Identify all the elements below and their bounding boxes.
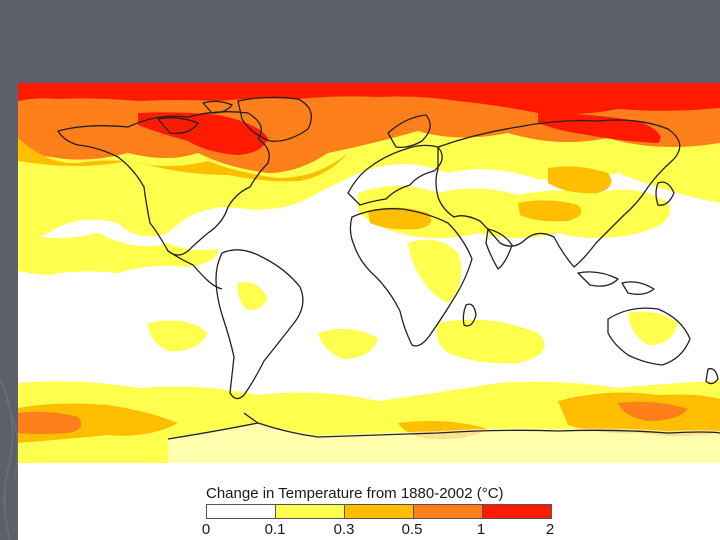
legend-swatch-2 [344,505,413,518]
legend-tick-label: 1 [476,521,486,538]
coast-australia [607,307,691,366]
band-arctic-red [18,83,720,115]
band-north-yellow-east [358,186,670,238]
patch-china-amber [518,200,582,222]
coastlines [57,96,720,440]
patch-australia-yellow [628,311,678,345]
coast-scandinavia [387,114,431,149]
coast-south-america [215,249,304,400]
coast-antarctic-peninsula [243,412,259,424]
band-south-orange-west [18,411,82,434]
band-tropics-yellow-west [18,233,218,275]
band-south-orange-east [618,401,688,421]
coast-europe [347,144,443,206]
legend-swatch-3 [413,505,482,518]
legend-tick-label: 0.3 [333,521,355,538]
legend-title: Change in Temperature from 1880-2002 (°C… [206,485,504,502]
temperature-change-map [18,83,720,473]
coast-madagascar [462,303,477,327]
legend-swatch-0 [207,505,275,518]
patch-atlantic-yellow [318,329,378,359]
patch-pacific-yellow [148,320,208,352]
coast-arctic-islands [157,100,233,134]
patch-samerica-yellow [237,282,268,310]
coast-india [485,228,513,270]
legend-tick-labels: 0 0.1 0.3 0.5 1 2 [18,521,720,539]
patch-asia-amber [548,166,612,194]
legend-tick-label: 0 [201,521,211,538]
patch-africa-yellow [408,239,462,303]
coast-se-asia [577,271,655,295]
patch-mideast-amber [368,207,432,230]
coast-asia [435,119,681,268]
legend-tick-label: 0.5 [401,521,423,538]
coast-central-america [167,250,223,290]
legend-tick-label: 2 [545,521,555,538]
coast-japan [655,181,675,206]
hotspot-canada-red [138,112,268,155]
legend-tick-label: 0.1 [264,521,286,538]
temperature-map-panel: Change in Temperature from 1880-2002 (°C… [18,83,720,540]
coast-greenland [237,96,312,142]
patch-indian-yellow [436,319,545,364]
legend-swatch-4 [482,505,551,518]
coast-new-zealand [705,368,719,385]
legend-color-bar [206,504,552,519]
coast-africa [349,208,473,347]
legend-swatch-1 [275,505,344,518]
